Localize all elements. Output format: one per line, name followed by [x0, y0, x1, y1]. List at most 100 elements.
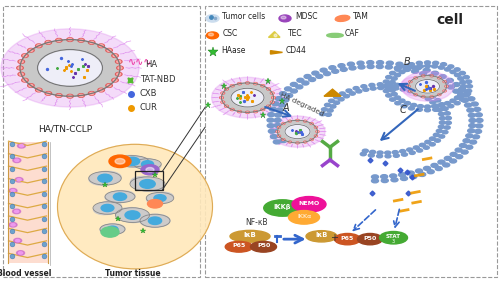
Circle shape — [212, 77, 284, 118]
Circle shape — [395, 68, 401, 71]
Circle shape — [324, 72, 330, 76]
Circle shape — [453, 89, 460, 93]
Circle shape — [416, 169, 422, 173]
Circle shape — [382, 179, 388, 183]
Circle shape — [224, 105, 228, 107]
Circle shape — [386, 86, 392, 89]
Circle shape — [370, 87, 376, 90]
Circle shape — [56, 38, 62, 42]
Circle shape — [372, 175, 378, 179]
Circle shape — [466, 134, 473, 138]
Circle shape — [262, 109, 264, 110]
Circle shape — [324, 103, 330, 107]
Text: P50: P50 — [257, 243, 270, 248]
Circle shape — [394, 96, 400, 99]
Circle shape — [11, 190, 15, 192]
Circle shape — [267, 118, 274, 122]
Circle shape — [416, 108, 422, 111]
Circle shape — [430, 143, 436, 146]
Circle shape — [394, 66, 402, 70]
Circle shape — [320, 112, 326, 116]
Circle shape — [107, 49, 111, 52]
Circle shape — [101, 204, 114, 212]
Circle shape — [402, 84, 408, 88]
Circle shape — [460, 81, 466, 84]
Circle shape — [278, 135, 280, 137]
Circle shape — [367, 61, 374, 65]
Circle shape — [367, 65, 374, 68]
Circle shape — [431, 75, 432, 76]
Circle shape — [436, 129, 442, 133]
Circle shape — [394, 83, 400, 87]
Circle shape — [278, 127, 280, 128]
Circle shape — [304, 121, 306, 122]
Circle shape — [310, 123, 312, 124]
Ellipse shape — [130, 176, 164, 192]
Circle shape — [450, 159, 456, 163]
Circle shape — [439, 75, 446, 79]
Circle shape — [432, 105, 438, 108]
Ellipse shape — [105, 191, 135, 203]
Circle shape — [272, 102, 279, 106]
Circle shape — [348, 62, 354, 66]
Circle shape — [18, 72, 25, 76]
Circle shape — [281, 16, 286, 19]
Circle shape — [276, 97, 282, 100]
Circle shape — [28, 48, 34, 52]
Circle shape — [20, 40, 120, 96]
Circle shape — [360, 152, 366, 156]
Circle shape — [68, 38, 72, 41]
Circle shape — [46, 92, 50, 95]
Circle shape — [418, 172, 426, 176]
Circle shape — [334, 101, 340, 104]
Circle shape — [98, 88, 104, 92]
Circle shape — [271, 102, 274, 103]
Circle shape — [288, 120, 292, 122]
Text: Blood vessel: Blood vessel — [0, 269, 51, 278]
Circle shape — [389, 89, 395, 92]
Circle shape — [268, 129, 276, 133]
Circle shape — [117, 61, 120, 63]
Circle shape — [471, 102, 478, 106]
Circle shape — [16, 251, 24, 255]
Circle shape — [346, 89, 352, 92]
Circle shape — [99, 89, 103, 91]
Circle shape — [316, 74, 323, 78]
Circle shape — [414, 146, 420, 149]
Circle shape — [370, 150, 376, 154]
Circle shape — [425, 97, 431, 100]
Circle shape — [117, 73, 120, 75]
Circle shape — [270, 107, 276, 111]
Text: IκB: IκB — [244, 232, 256, 238]
Circle shape — [435, 98, 441, 102]
Circle shape — [304, 74, 311, 78]
Circle shape — [410, 81, 412, 82]
Circle shape — [356, 90, 362, 93]
Circle shape — [270, 92, 274, 94]
Circle shape — [238, 83, 242, 85]
Circle shape — [458, 77, 464, 80]
Circle shape — [282, 139, 284, 140]
Circle shape — [424, 64, 430, 68]
Circle shape — [277, 134, 284, 138]
Circle shape — [148, 200, 162, 208]
Circle shape — [399, 99, 405, 102]
Circle shape — [369, 83, 375, 87]
Circle shape — [222, 102, 224, 103]
Circle shape — [386, 83, 392, 86]
Circle shape — [278, 127, 280, 128]
Circle shape — [88, 40, 95, 44]
Circle shape — [246, 111, 250, 113]
Circle shape — [114, 193, 126, 200]
Circle shape — [408, 86, 410, 87]
Circle shape — [238, 111, 242, 113]
Circle shape — [308, 78, 316, 82]
Circle shape — [466, 80, 471, 83]
Circle shape — [18, 67, 22, 69]
Circle shape — [289, 142, 290, 143]
Circle shape — [304, 141, 306, 143]
Circle shape — [446, 116, 452, 120]
Circle shape — [78, 94, 84, 97]
Text: TAM: TAM — [352, 12, 368, 21]
Circle shape — [344, 95, 349, 98]
